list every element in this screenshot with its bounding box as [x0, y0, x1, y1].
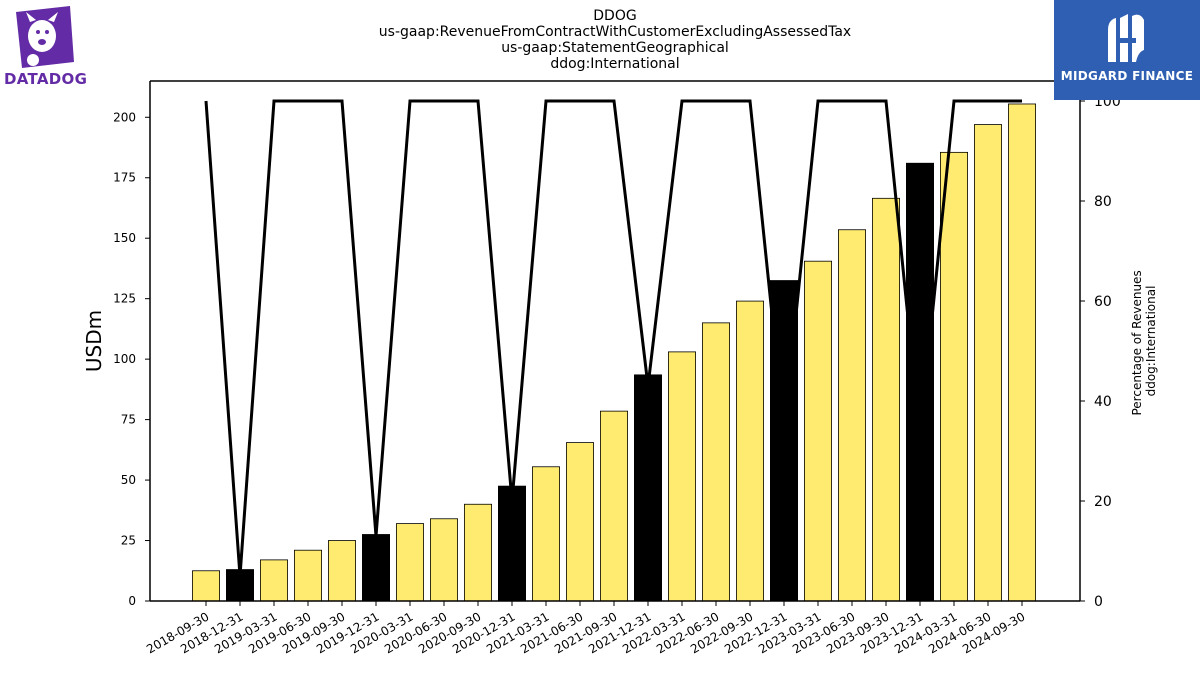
- chart-title-line-4: ddog:International: [550, 56, 679, 72]
- x-axis-ticks: 2018-09-302018-12-312019-03-312019-06-30…: [144, 601, 1028, 656]
- bar-2018-09-30: [191, 570, 220, 602]
- chart-title-line-1: DDOG: [593, 8, 636, 24]
- chart-title-line-3: us-gaap:StatementGeographical: [501, 40, 729, 56]
- bar-2022-09-30: [736, 300, 765, 602]
- bar-2023-06-30: [838, 229, 867, 602]
- bar-2023-12-31: [906, 162, 935, 602]
- bar-2021-06-30: [566, 442, 595, 602]
- y-axis-label: USDm: [82, 310, 106, 372]
- datadog-logo-text: DATADOG: [4, 70, 88, 88]
- chart-title-line-2: us-gaap:RevenueFromContractWithCustomerE…: [379, 24, 851, 40]
- bar-2021-12-31: [634, 374, 663, 602]
- bar-2024-03-31: [940, 151, 969, 602]
- y-tick-label: 125: [113, 292, 136, 306]
- midgard-finance-logo-text: MIDGARD FINANCE: [1060, 69, 1194, 83]
- y-tick-label: 200: [113, 110, 136, 124]
- bar-2020-06-30: [429, 518, 458, 602]
- y2-axis-label: Percentage of Revenues ddog:Internationa…: [1130, 266, 1158, 415]
- chart-title: DDOGus-gaap:RevenueFromContractWithCusto…: [379, 8, 851, 72]
- bar-2021-03-31: [532, 466, 561, 602]
- midgard-icon: [1108, 14, 1144, 62]
- bar-2019-03-31: [259, 559, 288, 602]
- y2-tick-label: 80: [1094, 194, 1112, 210]
- bar-2022-03-31: [668, 351, 697, 602]
- bar-2019-09-30: [327, 540, 356, 602]
- bar-2021-09-30: [600, 410, 629, 602]
- bar-2024-06-30: [974, 124, 1003, 602]
- y2-tick-label: 40: [1094, 394, 1112, 410]
- y-axis-ticks: 0 25 50 75 100 125 150 175 200: [113, 110, 150, 608]
- y-tick-label: 0: [128, 594, 136, 608]
- percentage-line: [204, 99, 1022, 577]
- y2-tick-label: 20: [1094, 494, 1112, 510]
- bar-2019-06-30: [293, 549, 322, 602]
- y2-axis-label-line-1: Percentage of Revenues: [1130, 270, 1144, 415]
- y-tick-label: 75: [121, 413, 136, 427]
- bar-2023-03-31: [804, 260, 833, 602]
- dog-icon: [16, 6, 74, 68]
- y-tick-label: 175: [113, 171, 136, 185]
- bar-2020-12-31: [497, 485, 526, 602]
- bar-2020-09-30: [463, 503, 492, 602]
- y-tick-label: 50: [121, 473, 136, 487]
- bar-2019-12-31: [361, 534, 390, 602]
- y2-tick-label: 0: [1094, 594, 1103, 610]
- y-tick-label: 100: [113, 352, 136, 366]
- y-tick-label: 150: [113, 231, 136, 245]
- axes: [149, 80, 1081, 602]
- datadog-logo: DATADOG: [0, 0, 90, 90]
- y2-axis-label-line-2: ddog:International: [1144, 286, 1158, 397]
- y-tick-label: 25: [121, 534, 136, 548]
- midgard-finance-logo: MIDGARD FINANCE: [1054, 0, 1200, 100]
- bar-2020-03-31: [395, 523, 424, 602]
- y2-tick-label: 60: [1094, 294, 1112, 310]
- bar-2022-06-30: [702, 322, 731, 602]
- bar-2023-09-30: [872, 197, 901, 602]
- bar-2024-09-30: [1008, 103, 1037, 602]
- bars: [191, 103, 1037, 602]
